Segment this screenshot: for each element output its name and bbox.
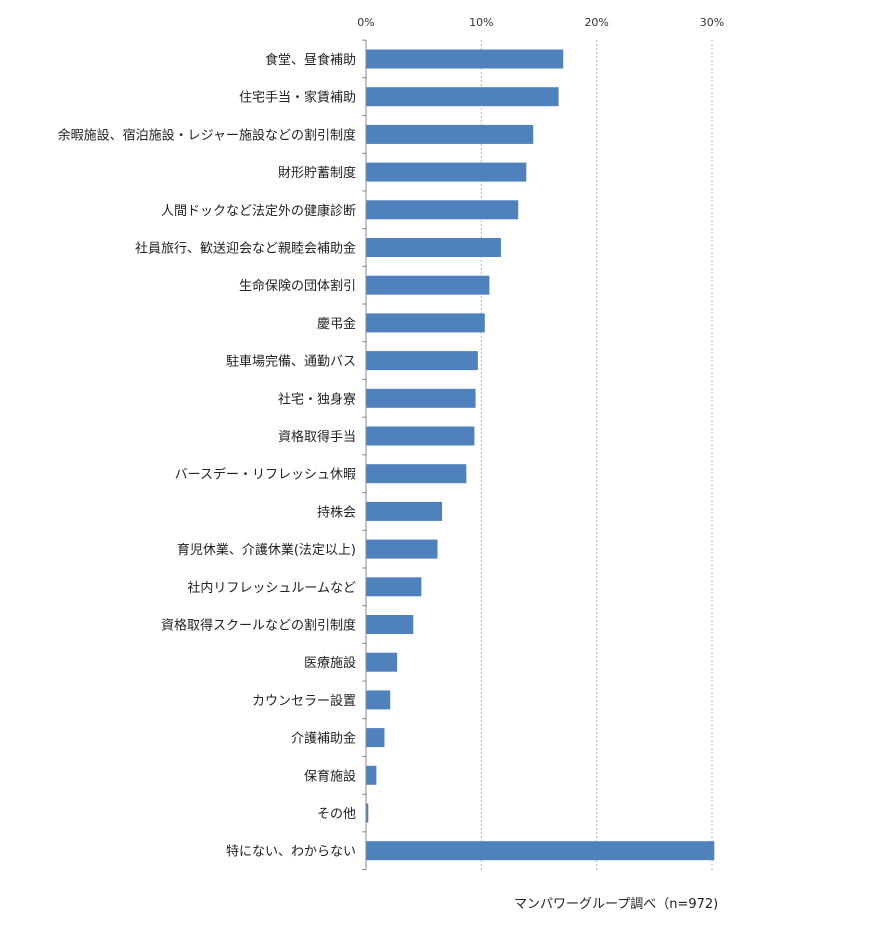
- category-label: 医療施設: [304, 655, 356, 671]
- category-label: 持株会: [317, 505, 356, 520]
- axes: [362, 39, 367, 871]
- category-label: 育児休業、介護休業(法定以上): [177, 542, 356, 558]
- bar: [366, 49, 564, 69]
- category-label: 資格取得スクールなどの割引制度: [161, 618, 356, 634]
- category-label: 慶弔金: [317, 316, 356, 332]
- bar: [366, 200, 519, 220]
- bar: [366, 275, 490, 295]
- bar: [366, 124, 534, 144]
- category-label: 食堂、昼食補助: [265, 52, 356, 68]
- category-label: バースデー・リフレッシュ休暇: [175, 467, 356, 483]
- source-note: マンパワーグループ調べ（n=972): [514, 897, 719, 912]
- bar: [366, 652, 398, 672]
- x-tick-label: 20%: [584, 16, 608, 29]
- bar: [366, 351, 478, 371]
- category-label: 住宅手当・家賃補助: [239, 90, 356, 106]
- x-tick-label: 0%: [357, 16, 374, 29]
- category-label: その他: [317, 807, 356, 822]
- bar: [366, 690, 391, 710]
- bars: [366, 49, 715, 861]
- bar: [366, 87, 559, 107]
- category-label: 社宅・独身寮: [278, 391, 356, 407]
- category-label: カウンセラー設置: [252, 693, 356, 709]
- category-label: 生命保険の団体割引: [239, 278, 356, 294]
- category-label: 人間ドックなど法定外の健康診断: [161, 203, 356, 219]
- bar: [366, 464, 467, 484]
- bar: [366, 615, 414, 634]
- bar: [366, 501, 443, 521]
- bar: [366, 238, 501, 257]
- x-axis-ticks: 0% 10% 20% 30%: [357, 16, 724, 29]
- bar: [366, 577, 422, 597]
- category-labels: 食堂、昼食補助住宅手当・家賃補助余暇施設、宿泊施設・レジャー施設などの割引制度財…: [58, 52, 356, 860]
- bar: [366, 728, 385, 748]
- category-label: 資格取得手当: [278, 429, 356, 445]
- bar: [366, 539, 438, 559]
- bar: [366, 313, 485, 333]
- category-label: 保育施設: [304, 768, 356, 784]
- category-label: 社員旅行、歓送迎会など親睦会補助金: [135, 241, 356, 257]
- bar: [366, 841, 715, 861]
- bar: [366, 426, 475, 446]
- category-label: 介護補助金: [291, 731, 356, 747]
- bar: [366, 803, 369, 823]
- bar: [366, 765, 377, 785]
- bar: [366, 162, 527, 182]
- category-label: 特にない、わからない: [226, 845, 356, 860]
- bar: [366, 388, 476, 408]
- x-tick-label: 10%: [469, 16, 493, 29]
- x-tick-label: 30%: [700, 16, 724, 29]
- category-label: 社内リフレッシュルームなど: [187, 580, 356, 596]
- category-label: 財形貯蓄制度: [278, 165, 356, 181]
- category-label: 駐車場完備、通勤バス: [226, 354, 356, 370]
- category-label: 余暇施設、宿泊施設・レジャー施設などの割引制度: [58, 127, 356, 143]
